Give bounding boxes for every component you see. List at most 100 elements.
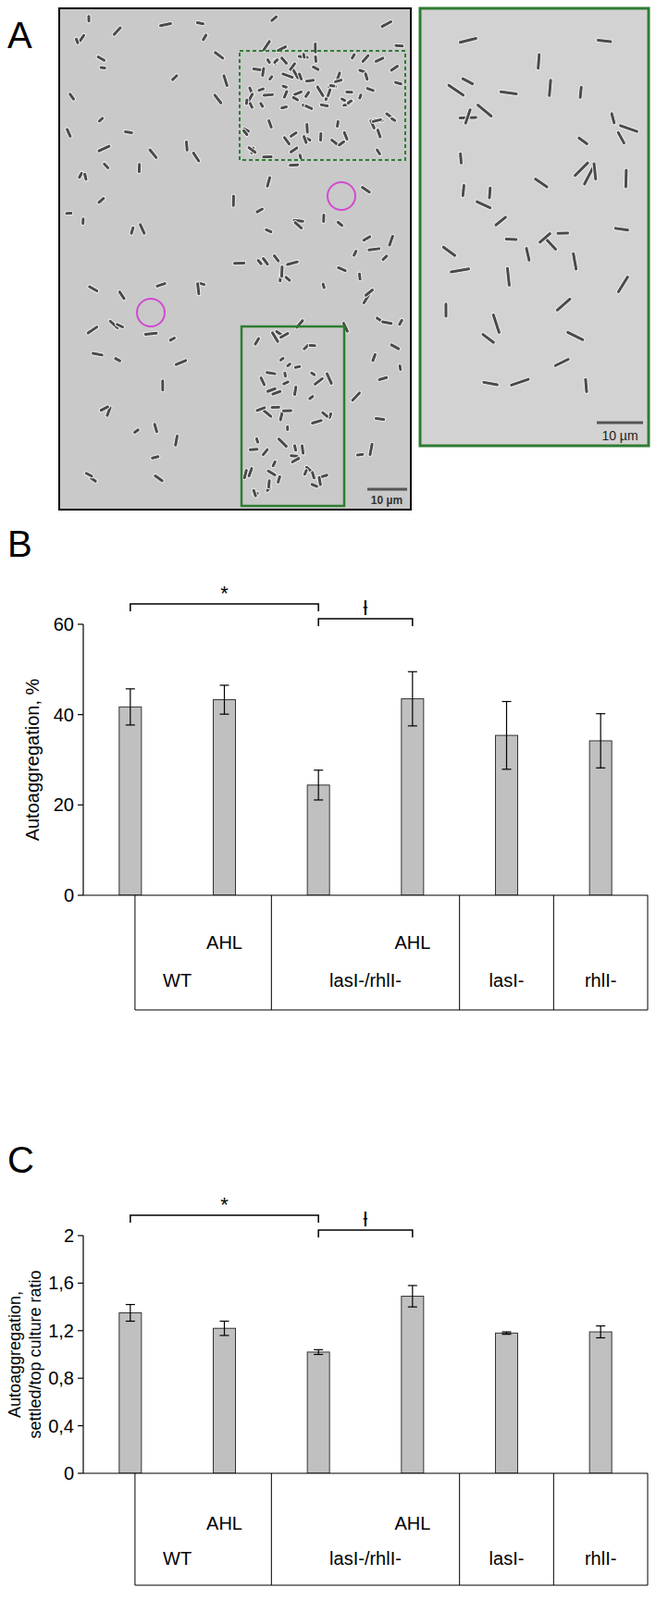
scale-bar — [367, 488, 408, 492]
cell — [261, 92, 274, 98]
cell — [67, 91, 76, 102]
significance-bracket: ƚ — [318, 596, 413, 627]
cell — [254, 405, 267, 413]
cell — [321, 282, 327, 291]
cell — [389, 115, 398, 123]
roi-solid — [241, 326, 345, 507]
cell — [386, 234, 395, 248]
y-axis — [82, 624, 84, 896]
cell — [310, 64, 322, 73]
cell — [379, 19, 394, 30]
cell — [618, 123, 640, 134]
cell — [309, 418, 324, 426]
bar — [401, 1297, 424, 1474]
cell — [475, 102, 495, 120]
cell — [380, 320, 394, 326]
cell — [289, 456, 301, 465]
significance-bracket: ƚ — [318, 1208, 413, 1238]
bar — [213, 700, 236, 896]
cell — [95, 54, 107, 63]
error-bar — [408, 671, 418, 727]
error-bar — [313, 770, 323, 801]
cell — [380, 253, 390, 262]
cell — [267, 74, 275, 82]
cell — [158, 21, 174, 28]
cell — [547, 78, 554, 99]
cell — [160, 379, 165, 393]
cell — [265, 57, 273, 65]
x-axis — [83, 1472, 648, 1474]
error-bar — [220, 1322, 230, 1337]
cell — [251, 488, 259, 499]
cell — [184, 139, 189, 152]
cell — [460, 183, 466, 198]
significance-label: * — [220, 1193, 229, 1217]
significance-label: ƚ — [363, 596, 369, 620]
table-line — [135, 1585, 648, 1587]
y-tick-label: 20 — [53, 794, 75, 816]
cell — [173, 358, 189, 368]
cell — [254, 436, 260, 446]
cell — [82, 172, 88, 182]
bar — [119, 706, 142, 896]
cell — [190, 150, 201, 164]
group-label: WT — [162, 1548, 192, 1570]
error-bar — [125, 689, 136, 726]
scale-bar — [596, 421, 644, 425]
cell — [377, 375, 390, 383]
y-tick — [77, 1378, 84, 1380]
cell — [357, 272, 362, 282]
cell — [294, 318, 306, 331]
cell — [303, 103, 314, 112]
zoom-micrograph — [420, 8, 649, 446]
table-line — [647, 895, 649, 1011]
cell — [280, 71, 295, 80]
cell — [308, 344, 317, 348]
table-line — [134, 895, 136, 1011]
cell — [474, 199, 493, 211]
cell — [448, 266, 471, 274]
significance-bracket: * — [130, 1193, 319, 1224]
cell — [458, 151, 464, 165]
cell — [303, 89, 312, 100]
cell — [345, 98, 354, 106]
y-tick-label: 0,8 — [48, 1368, 75, 1389]
cell — [482, 380, 500, 387]
error-bar — [313, 1349, 323, 1355]
error-bar — [125, 1305, 136, 1323]
table-line — [271, 895, 273, 1011]
cell — [279, 55, 290, 66]
cell — [283, 274, 292, 284]
cell — [319, 102, 330, 109]
cell — [491, 312, 502, 335]
roi-dashed — [239, 50, 406, 161]
cell — [256, 86, 266, 94]
group-label: lasI-/rhlI- — [329, 1548, 402, 1570]
cell — [336, 138, 347, 148]
cell — [365, 86, 376, 93]
cell — [260, 446, 271, 458]
cell — [493, 214, 508, 228]
cell — [99, 404, 112, 413]
cell — [90, 351, 104, 359]
significance-label: ƚ — [363, 1208, 369, 1232]
cell — [393, 80, 404, 87]
cell — [394, 43, 405, 49]
cell — [553, 357, 571, 369]
bar — [401, 699, 424, 896]
bar — [213, 1328, 236, 1474]
y-tick-label: 1,2 — [48, 1321, 75, 1342]
bar — [589, 1332, 612, 1474]
cell — [508, 377, 531, 388]
cell — [232, 260, 246, 266]
group-label: WT — [162, 970, 192, 991]
scale-bar-ground — [364, 484, 409, 508]
cell — [200, 32, 209, 42]
cell — [460, 75, 476, 87]
y-tick-label: 1,6 — [48, 1273, 75, 1294]
cell — [623, 168, 629, 189]
cell — [367, 247, 382, 253]
cell — [309, 470, 317, 481]
micrograph — [59, 8, 411, 510]
cell — [397, 363, 403, 372]
